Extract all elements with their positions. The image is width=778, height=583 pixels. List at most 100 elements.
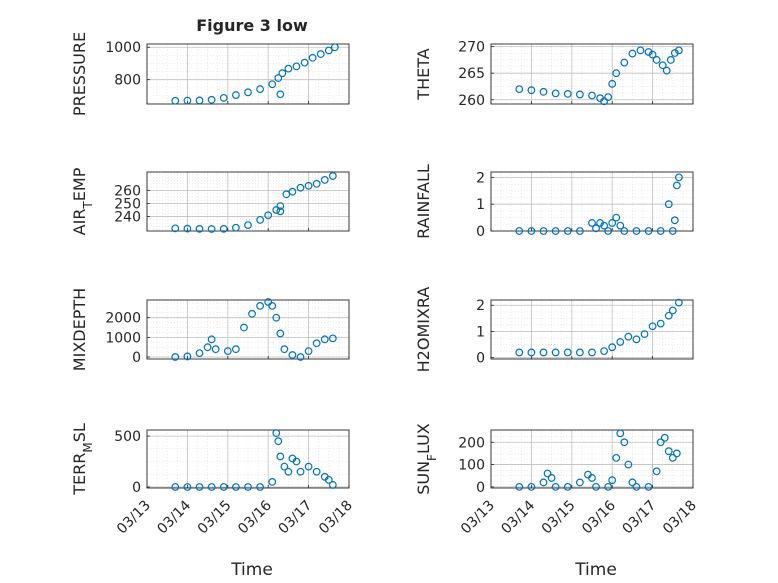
- x-tick-label: 03/15: [539, 498, 579, 538]
- data-point: [656, 438, 665, 447]
- y-axis-label: TERRMSL: [70, 423, 95, 496]
- data-point: [575, 478, 584, 487]
- data-point: [612, 69, 621, 78]
- y-tick-label: 1: [476, 324, 485, 340]
- data-point: [547, 474, 556, 482]
- data-point: [304, 462, 313, 471]
- data-point: [604, 482, 613, 491]
- data-point: [231, 223, 240, 232]
- y-tick-label: 240: [114, 210, 141, 226]
- y-tick-label: 270: [458, 40, 485, 56]
- y-tick-label: 1: [476, 197, 485, 213]
- data-point: [268, 302, 277, 310]
- data-point: [272, 206, 281, 214]
- data-point: [268, 477, 277, 486]
- data-point: [244, 88, 252, 97]
- data-point: [183, 483, 192, 491]
- data-point: [563, 90, 572, 98]
- data-point: [312, 467, 321, 476]
- data-point: [600, 221, 609, 230]
- data-point: [608, 343, 617, 352]
- data-point: [248, 309, 256, 318]
- data-point: [171, 353, 180, 361]
- data-point: [620, 227, 629, 235]
- y-tick-label: 250: [114, 196, 141, 212]
- x-axis-label-left: Time: [230, 560, 273, 580]
- data-point: [284, 64, 293, 73]
- data-point: [280, 462, 289, 471]
- data-point: [515, 348, 524, 357]
- data-point: [592, 482, 600, 491]
- data-point: [588, 91, 596, 100]
- data-point: [608, 79, 617, 88]
- y-tick-label: 500: [114, 429, 141, 445]
- data-point: [563, 348, 572, 357]
- data-point: [288, 187, 297, 196]
- y-tick-label: 2: [476, 298, 485, 314]
- data-point: [276, 202, 285, 210]
- data-point: [276, 329, 285, 338]
- data-point: [256, 483, 265, 491]
- data-point: [320, 335, 329, 344]
- y-tick-label: 0: [476, 480, 485, 496]
- data-point: [636, 46, 645, 55]
- x-tick-label: 03/16: [579, 497, 619, 537]
- data-point: [592, 224, 600, 233]
- data-point: [264, 298, 273, 306]
- axes-frame: [146, 171, 350, 232]
- panel-row3-right: 0 1 2 H2OMIXRA: [414, 287, 694, 372]
- data-point: [312, 179, 321, 188]
- data-point: [648, 50, 657, 59]
- data-point: [612, 453, 621, 462]
- x-tick-label: 03/14: [498, 497, 538, 537]
- data-point: [527, 227, 536, 235]
- data-point: [272, 313, 281, 322]
- data-point: [648, 322, 657, 331]
- data-point: [628, 49, 637, 58]
- data-point: [664, 200, 673, 209]
- data-point: [219, 483, 228, 491]
- data-point: [292, 62, 301, 71]
- data-point: [668, 227, 677, 235]
- axes-frame: [490, 429, 694, 489]
- y-axis-label: THETA: [414, 48, 433, 100]
- y-tick-label: 2000: [105, 311, 141, 327]
- data-point: [171, 96, 180, 105]
- plot-area: [147, 300, 349, 359]
- data-point: [328, 481, 337, 489]
- data-point: [231, 483, 240, 491]
- data-point: [670, 216, 679, 225]
- data-point: [171, 483, 180, 491]
- data-point: [219, 225, 228, 233]
- y-axis-label: SUNFLUX: [414, 423, 439, 495]
- data-point: [624, 332, 633, 341]
- data-point: [674, 298, 683, 307]
- plot-area: [147, 430, 349, 488]
- data-point: [276, 452, 285, 461]
- axes-frame: [146, 43, 350, 105]
- data-point: [527, 348, 536, 357]
- data-point: [272, 429, 281, 437]
- panel-top-left: 800 1000 PRESSURE: [70, 32, 350, 116]
- data-point: [280, 345, 289, 354]
- data-point: [207, 225, 216, 233]
- data-point: [207, 95, 216, 104]
- data-point: [551, 89, 560, 98]
- data-point: [608, 476, 617, 485]
- data-point: [575, 348, 584, 357]
- data-point: [668, 453, 677, 462]
- data-point: [183, 96, 192, 105]
- data-point: [274, 437, 283, 446]
- data-point: [304, 181, 313, 190]
- data-point: [656, 319, 665, 328]
- data-point: [219, 93, 228, 102]
- data-point: [543, 469, 552, 478]
- data-point: [632, 482, 641, 491]
- axes-frame: [146, 299, 350, 360]
- data-point: [296, 353, 305, 361]
- x-tick-label: 03/18: [316, 498, 356, 538]
- data-point: [644, 227, 653, 235]
- data-point: [304, 347, 313, 356]
- data-point: [563, 482, 572, 491]
